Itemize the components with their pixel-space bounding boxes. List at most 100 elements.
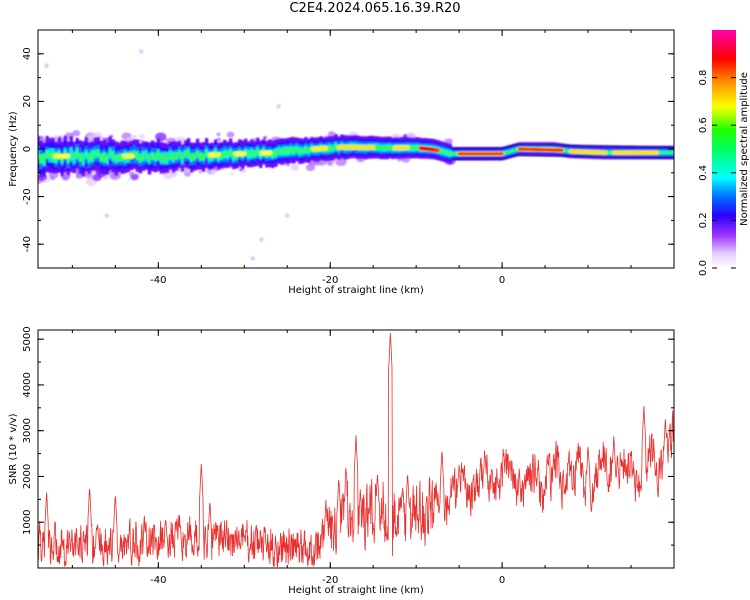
spec-xtick-label: 0 — [499, 275, 505, 286]
spectrogram-band — [292, 147, 296, 154]
snr-panel: -40 -20 0 1000 2000 3000 4000 5000 Height of st… — [8, 326, 675, 596]
colorbar-tick-label: 0.8 — [698, 70, 709, 86]
snr-ytick-label: 2000 — [22, 464, 33, 489]
spectrogram-ylabel: Frequency (Hz) — [8, 111, 19, 187]
spectrogram-band — [162, 153, 167, 163]
spectrogram-speckle — [131, 135, 138, 139]
spectrogram-band — [668, 151, 672, 154]
spectrogram-xlabel: Height of straight line (km) — [288, 285, 424, 296]
spectrogram-band — [219, 152, 224, 159]
spectrogram-band — [72, 155, 76, 160]
spectrogram-band — [334, 143, 338, 150]
spectrogram-speckle — [216, 137, 222, 142]
spectrogram-band — [382, 146, 386, 151]
spectrogram-speckle — [226, 131, 235, 138]
snr-ytick-label: 1000 — [22, 510, 33, 535]
spectrogram-band — [156, 151, 161, 159]
spectrogram-band — [195, 150, 200, 158]
snr-plot-area — [38, 332, 674, 568]
spectrogram-band — [177, 151, 182, 158]
spectrogram-band — [135, 151, 140, 160]
spec-xtick-label: -40 — [150, 275, 166, 286]
spectrogram-speckle — [305, 163, 316, 172]
spectrogram-band — [174, 152, 179, 160]
spectrogram-speckle — [61, 174, 70, 181]
spectrogram-outlier — [44, 63, 49, 68]
spectrogram-band — [189, 153, 194, 162]
spectrogram-band — [147, 155, 152, 162]
spectrogram-band — [93, 152, 98, 156]
spectrogram-band — [102, 152, 107, 162]
spectrogram-band — [75, 150, 80, 157]
spectrogram-band — [186, 150, 191, 157]
colorbar-label: Normalized spectral amplitude — [739, 72, 750, 226]
spectrogram-outlier — [250, 256, 256, 261]
spectrogram-outlier — [276, 103, 281, 109]
spectrogram-band — [168, 152, 173, 159]
spectrogram-ticks: -40 -20 0 -40 -20 0 20 40 — [22, 29, 675, 286]
spectrogram-speckle — [216, 132, 221, 136]
spectrogram-band — [48, 153, 52, 158]
spectrogram-band — [439, 149, 443, 154]
snr-xtick-label: 0 — [499, 575, 505, 586]
spectrogram-band — [376, 145, 380, 150]
spectrogram-band — [69, 152, 73, 156]
spectrogram-band — [307, 148, 311, 153]
snr-series-line — [38, 332, 674, 568]
figure-title: C2E4.2024.065.16.39.R20 — [289, 1, 461, 16]
spectrogram-band — [60, 156, 64, 162]
spectrogram-band — [78, 152, 83, 162]
spectrogram-band — [132, 151, 137, 157]
spectrogram-band — [289, 147, 293, 154]
spectrogram-band — [502, 151, 507, 155]
snr-ticks: -40 -20 0 1000 2000 3000 4000 5000 — [22, 326, 675, 586]
spectrogram-band — [295, 147, 299, 152]
spectrogram-band — [87, 155, 92, 161]
spectrogram-speckle — [402, 134, 408, 138]
spectrogram-band — [448, 151, 453, 156]
colorbar-tick-label: 0.4 — [698, 165, 709, 181]
spectrogram-band — [81, 156, 86, 162]
spectrogram-hot-band — [310, 145, 329, 152]
spectrogram-band — [442, 149, 446, 154]
spectrogram-band — [39, 154, 43, 164]
spectrogram-speckle — [263, 136, 267, 140]
spectrogram-hot-band — [568, 149, 608, 155]
spectrogram-band — [451, 152, 456, 156]
spectrogram-speckle — [92, 173, 102, 182]
spectrogram-band — [511, 149, 516, 152]
spectrogram-speckle — [239, 168, 243, 172]
spectrogram-band — [253, 150, 257, 158]
spectrogram-band — [45, 150, 49, 159]
spectrogram-speckle — [445, 138, 453, 145]
spectrogram-band — [328, 145, 332, 152]
spectrogram-band — [283, 148, 287, 154]
colorbar-ticks: 0.0 0.2 0.4 0.6 0.8 — [698, 70, 736, 276]
spectrogram-speckle — [230, 172, 234, 175]
spectrogram-band — [250, 151, 254, 156]
spectrogram-band — [192, 153, 197, 161]
spectrogram-band — [138, 155, 143, 162]
spectrogram-band — [331, 146, 335, 151]
spectrogram-band — [141, 153, 146, 160]
spectrogram-plot-area — [38, 49, 674, 261]
spectrogram-band — [153, 153, 158, 162]
spectrogram-band — [388, 145, 392, 150]
spectrogram-outlier — [259, 237, 264, 242]
spectrogram-speckle — [286, 164, 290, 167]
spectrogram-band — [183, 150, 188, 157]
spectrogram-speckle — [155, 132, 167, 142]
spectrogram-band — [385, 145, 389, 150]
spectrogram-speckle — [184, 171, 191, 177]
spectrogram-band-edge — [515, 154, 567, 157]
spec-ytick-label: -20 — [22, 188, 33, 204]
spectrogram-band — [114, 154, 119, 163]
spectrogram-band — [304, 147, 308, 153]
spectrogram-speckle — [139, 134, 145, 139]
spectrogram-band — [108, 151, 113, 156]
spectrogram-speckle — [327, 161, 333, 166]
colorbar-tick-label: 0.0 — [698, 260, 709, 276]
spectrogram-band — [226, 152, 230, 158]
spectrogram-band — [223, 151, 227, 157]
